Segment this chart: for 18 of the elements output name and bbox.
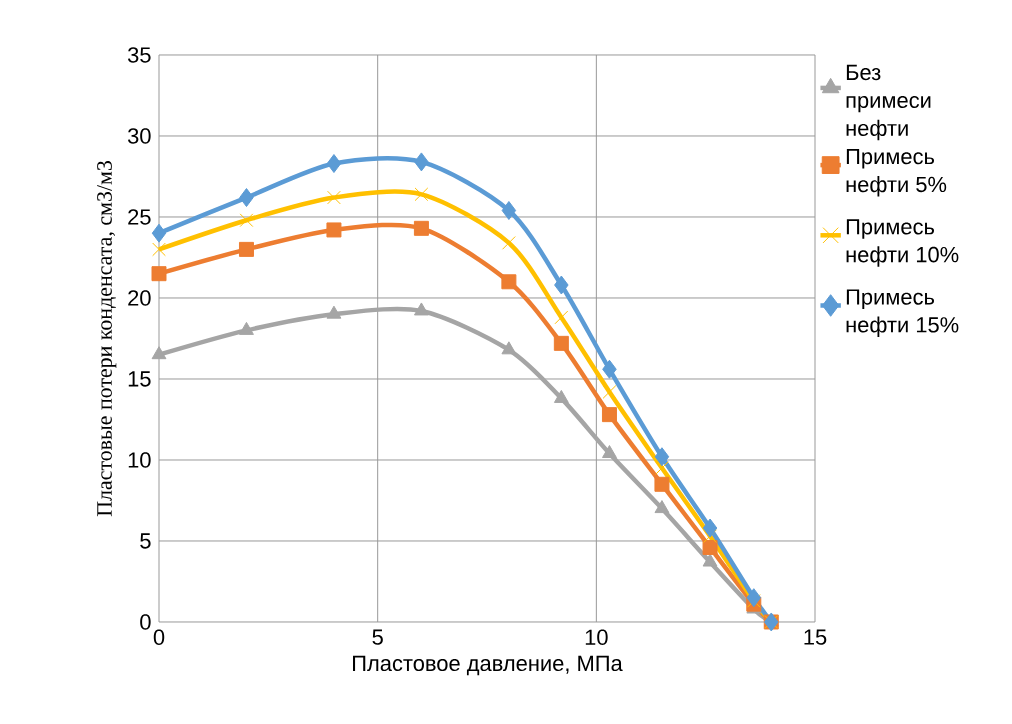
y-tick-label: 20 xyxy=(128,290,151,306)
x-tick-label: 10 xyxy=(585,629,608,646)
x-axis-title: Пластовое давление, МПа xyxy=(353,655,623,676)
y-tick-label: 25 xyxy=(128,209,151,225)
y-tick-label: 5 xyxy=(140,533,151,549)
legend-label: Примесь нефти 15% xyxy=(846,289,959,337)
y-tick-label: 30 xyxy=(127,128,151,144)
y-tick-label: 0 xyxy=(140,614,151,630)
y-tick-label: 15 xyxy=(128,371,151,387)
legend-label: Примесь нефти 10% xyxy=(846,219,959,267)
x-tick-label: 5 xyxy=(372,629,383,645)
x-tick-label: 15 xyxy=(804,629,827,645)
legend-label: Примесь нефти 5% xyxy=(846,148,947,197)
y-tick-label: 10 xyxy=(128,452,151,468)
x-tick-label: 0 xyxy=(153,629,165,646)
y-axis-title: Пластовые потери конденсата, см3/м3 xyxy=(97,161,117,517)
y-tick-label: 35 xyxy=(127,47,151,63)
legend-label: Без примеси нефти xyxy=(846,64,931,141)
